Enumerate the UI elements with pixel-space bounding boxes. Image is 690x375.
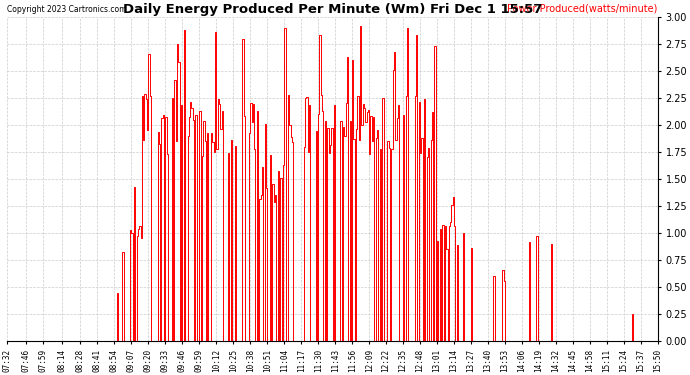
Text: Power Produced(watts/minute): Power Produced(watts/minute) xyxy=(507,4,658,14)
Text: Copyright 2023 Cartronics.com: Copyright 2023 Cartronics.com xyxy=(8,5,127,14)
Title: Daily Energy Produced Per Minute (Wm) Fri Dec 1 15:57: Daily Energy Produced Per Minute (Wm) Fr… xyxy=(123,3,542,16)
